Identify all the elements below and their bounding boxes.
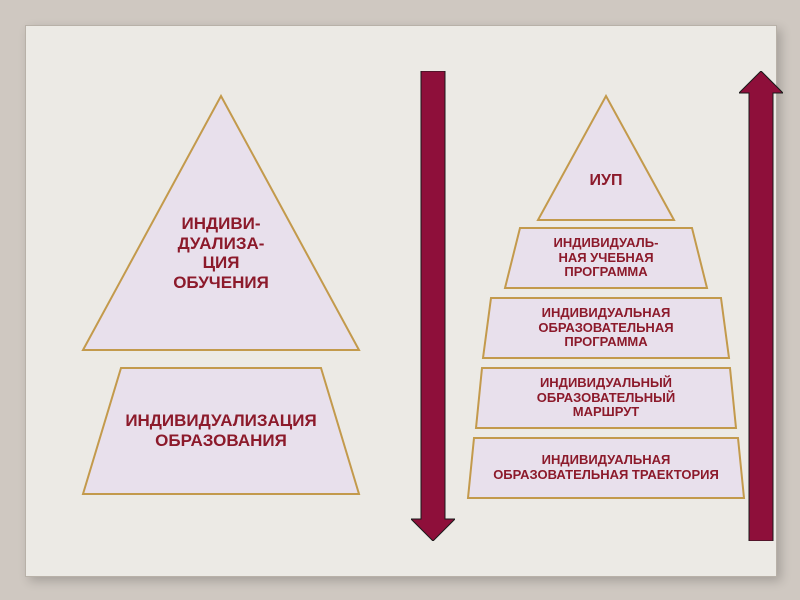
right-level-2-label: ИНДИВИДУАЛЬНЫЙ ОБРАЗОВАТЕЛЬНЫЙ МАРШРУТ <box>474 376 738 421</box>
slide-canvas: ИНДИВИ- ДУАЛИЗА- ЦИЯ ОБУЧЕНИЯ ИНДИВИДУАЛ… <box>25 25 777 577</box>
right-level-3: ИНДИВИДУАЛЬНАЯ ОБРАЗОВАТЕЛЬНАЯ ТРАЕКТОРИ… <box>466 436 746 500</box>
right-level-3-label: ИНДИВИДУАЛЬНАЯ ОБРАЗОВАТЕЛЬНАЯ ТРАЕКТОРИ… <box>466 453 746 483</box>
right-level-1: ИНДИВИДУАЛЬНАЯ ОБРАЗОВАТЕЛЬНАЯ ПРОГРАММА <box>481 296 731 360</box>
right-triangle: ИУП <box>536 94 676 222</box>
left-triangle: ИНДИВИ- ДУАЛИЗА- ЦИЯ ОБУЧЕНИЯ <box>81 94 361 352</box>
arrow-down <box>411 71 455 541</box>
left-trapezoid-label: ИНДИВИДУАЛИЗАЦИЯ ОБРАЗОВАНИЯ <box>81 411 361 450</box>
outer-frame: ИНДИВИ- ДУАЛИЗА- ЦИЯ ОБУЧЕНИЯ ИНДИВИДУАЛ… <box>0 0 800 600</box>
right-triangle-svg <box>536 94 676 222</box>
right-level-0-label: ИНДИВИДУАЛЬ- НАЯ УЧЕБНАЯ ПРОГРАММА <box>503 236 709 281</box>
left-triangle-label: ИНДИВИ- ДУАЛИЗА- ЦИЯ ОБУЧЕНИЯ <box>81 214 361 292</box>
left-trapezoid: ИНДИВИДУАЛИЗАЦИЯ ОБРАЗОВАНИЯ <box>81 366 361 496</box>
right-level-2: ИНДИВИДУАЛЬНЫЙ ОБРАЗОВАТЕЛЬНЫЙ МАРШРУТ <box>474 366 738 430</box>
right-level-1-label: ИНДИВИДУАЛЬНАЯ ОБРАЗОВАТЕЛЬНАЯ ПРОГРАММА <box>481 306 731 351</box>
right-level-0: ИНДИВИДУАЛЬ- НАЯ УЧЕБНАЯ ПРОГРАММА <box>503 226 709 290</box>
right-triangle-label: ИУП <box>536 172 676 190</box>
